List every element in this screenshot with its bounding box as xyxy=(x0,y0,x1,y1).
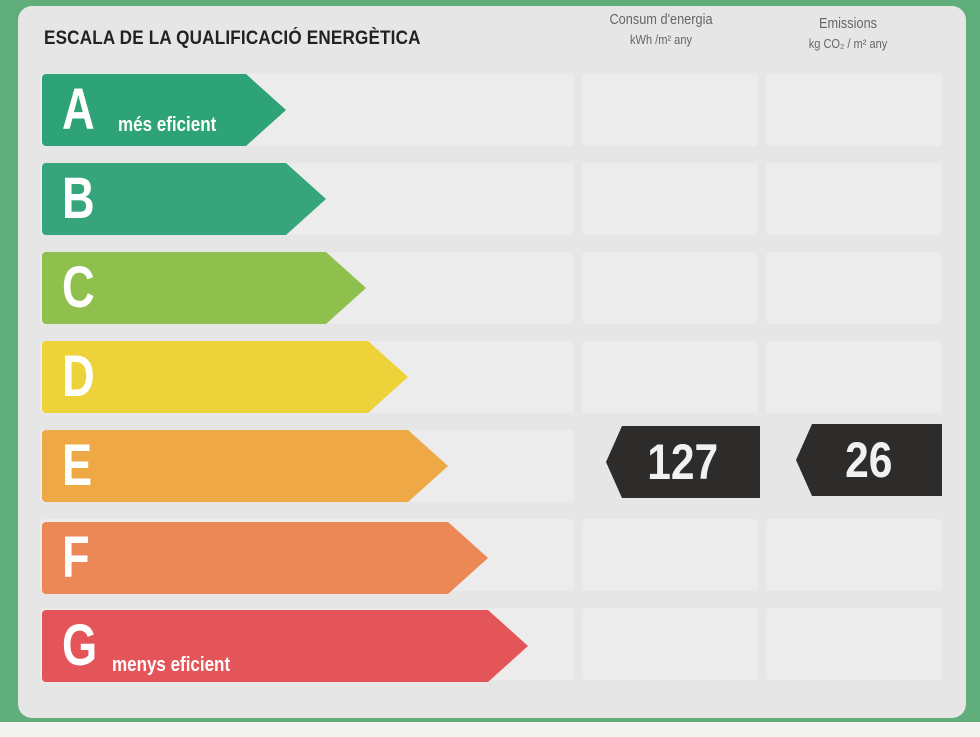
energy-column-header: Consum d'energia kWh /m² any xyxy=(587,10,735,50)
rating-letter: A xyxy=(62,77,95,142)
emissions-value: 26 xyxy=(845,432,893,488)
rating-letter: B xyxy=(62,166,95,231)
energy-cell xyxy=(582,341,758,413)
rating-arrow-g: G menys eficient xyxy=(42,610,528,682)
energy-column-label: Consum d'energia xyxy=(609,11,713,28)
emissions-cell xyxy=(766,519,942,591)
rating-arrow-d: D xyxy=(42,341,408,413)
rating-letter: D xyxy=(62,344,95,409)
rating-arrow-f: F xyxy=(42,522,488,594)
emissions-cell xyxy=(766,252,942,324)
rating-arrow-a: A més eficient xyxy=(42,74,286,146)
emissions-cell xyxy=(766,608,942,680)
energy-cell xyxy=(582,74,758,146)
rating-arrow-b: B xyxy=(42,163,326,235)
emissions-value-marker: 26 xyxy=(796,424,942,496)
emissions-cell xyxy=(766,341,942,413)
emissions-column-label: Emissions xyxy=(818,15,878,32)
bottom-strip xyxy=(0,722,980,737)
energy-cell xyxy=(582,163,758,235)
rating-letter: F xyxy=(62,525,90,590)
emissions-cell xyxy=(766,74,942,146)
rating-arrow-c: C xyxy=(42,252,366,324)
energy-value: 127 xyxy=(647,434,719,490)
emissions-column-header: Emissions kg CO₂ / m² any xyxy=(772,14,925,54)
energy-cell xyxy=(582,608,758,680)
label-title: ESCALA DE LA QUALIFICACIÓ ENERGÈTICA xyxy=(44,28,421,49)
energy-cell xyxy=(582,252,758,324)
energy-cell xyxy=(582,519,758,591)
energy-value-marker: 127 xyxy=(606,426,760,498)
rating-letter: E xyxy=(62,433,93,498)
energy-column-unit: kWh /m² any xyxy=(629,32,693,47)
rating-note: menys eficient xyxy=(112,654,231,676)
rating-arrow-e: E xyxy=(42,430,448,502)
emissions-cell xyxy=(766,163,942,235)
rating-note: més eficient xyxy=(118,114,217,136)
rating-letter: C xyxy=(62,255,95,320)
rating-letter: G xyxy=(62,613,98,678)
emissions-column-unit: kg CO₂ / m² any xyxy=(808,36,888,51)
